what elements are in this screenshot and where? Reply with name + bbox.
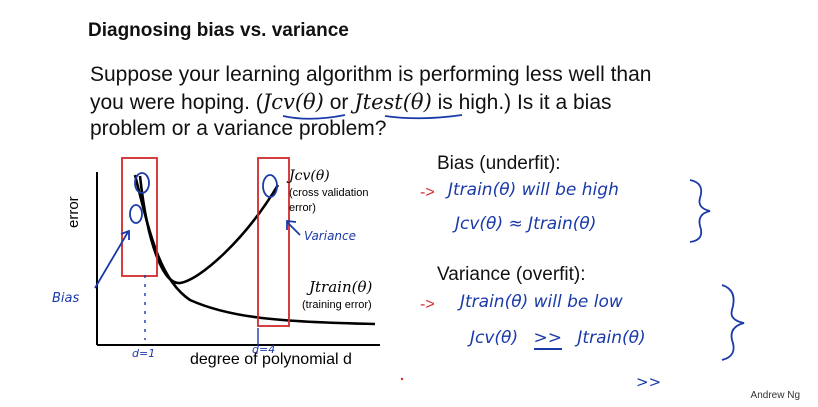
x-axis-label: degree of polynomial d — [190, 351, 352, 368]
bias-line-1: Jtrain(θ) will be high — [448, 180, 619, 200]
footer-author: Andrew Ng — [750, 390, 800, 401]
variance-jtrain: Jtrain(θ) — [577, 328, 646, 348]
cv-error-curve — [138, 175, 280, 285]
tick-d1: d=1 — [132, 347, 155, 360]
bias-arrow-mark: -> — [420, 184, 435, 201]
much-greater-op: >> — [533, 328, 562, 350]
red-dot — [400, 377, 404, 381]
question-line-1: Suppose your learning algorithm is perfo… — [90, 63, 652, 86]
train-label: Jtrain(θ) — [306, 278, 372, 296]
question-text-b: is high.) Is it a bias — [437, 91, 612, 114]
variance-region-box — [257, 157, 290, 327]
bias-heading: Bias (underfit): — [437, 153, 561, 174]
bias-brace — [689, 179, 711, 243]
bias-line-2: Jcv(θ) ≈ Jtrain(θ) — [455, 214, 597, 234]
question-line-2: you were hoping. (Jcv(θ) or Jtest(θ) is … — [90, 89, 612, 116]
or-word: or — [329, 91, 349, 114]
jcv-term: Jcv(θ) — [262, 90, 324, 114]
variance-note: Variance — [304, 229, 356, 243]
variance-line-1: Jtrain(θ) will be low — [460, 292, 623, 312]
bias-region-box — [121, 157, 158, 277]
variance-arrow-mark: -> — [420, 296, 435, 313]
variance-line-2: Jcv(θ) >> Jtrain(θ) — [470, 328, 646, 350]
stray-much-greater: >> — [636, 373, 662, 391]
jtest-underline — [384, 114, 463, 120]
bias-point-circle-2 — [129, 204, 143, 224]
bias-pointer-arrowhead — [120, 229, 130, 240]
question-text-a: you were hoping. ( — [90, 91, 263, 114]
bias-note: Bias — [52, 291, 79, 306]
cv-label: Jcv(θ) — [286, 168, 330, 184]
bias-pointer-line — [94, 231, 129, 289]
tick-d4: d=4 — [252, 343, 275, 356]
variance-heading: Variance (overfit): — [437, 264, 586, 285]
slide-title: Diagnosing bias vs. variance — [88, 20, 349, 41]
bias-point-circle — [134, 172, 150, 194]
train-caption: (training error) — [302, 299, 372, 311]
variance-jcv: Jcv(θ) — [470, 328, 519, 348]
error-vs-degree-plot: error degree of polynomial d d=1 d=4 Bia… — [52, 157, 380, 368]
jtest-term: Jtest(θ) — [354, 90, 432, 114]
variance-point-circle — [262, 174, 278, 198]
cv-caption-1: (cross validation — [289, 187, 368, 199]
variance-pointer-line — [286, 221, 301, 236]
y-axis-label: error — [65, 196, 82, 228]
variance-brace — [721, 284, 745, 361]
variance-pointer-arrowhead — [286, 219, 297, 230]
cv-caption-2: error) — [289, 202, 316, 214]
question-line-3: problem or a variance problem? — [90, 117, 387, 140]
jcv-underline — [282, 114, 346, 120]
